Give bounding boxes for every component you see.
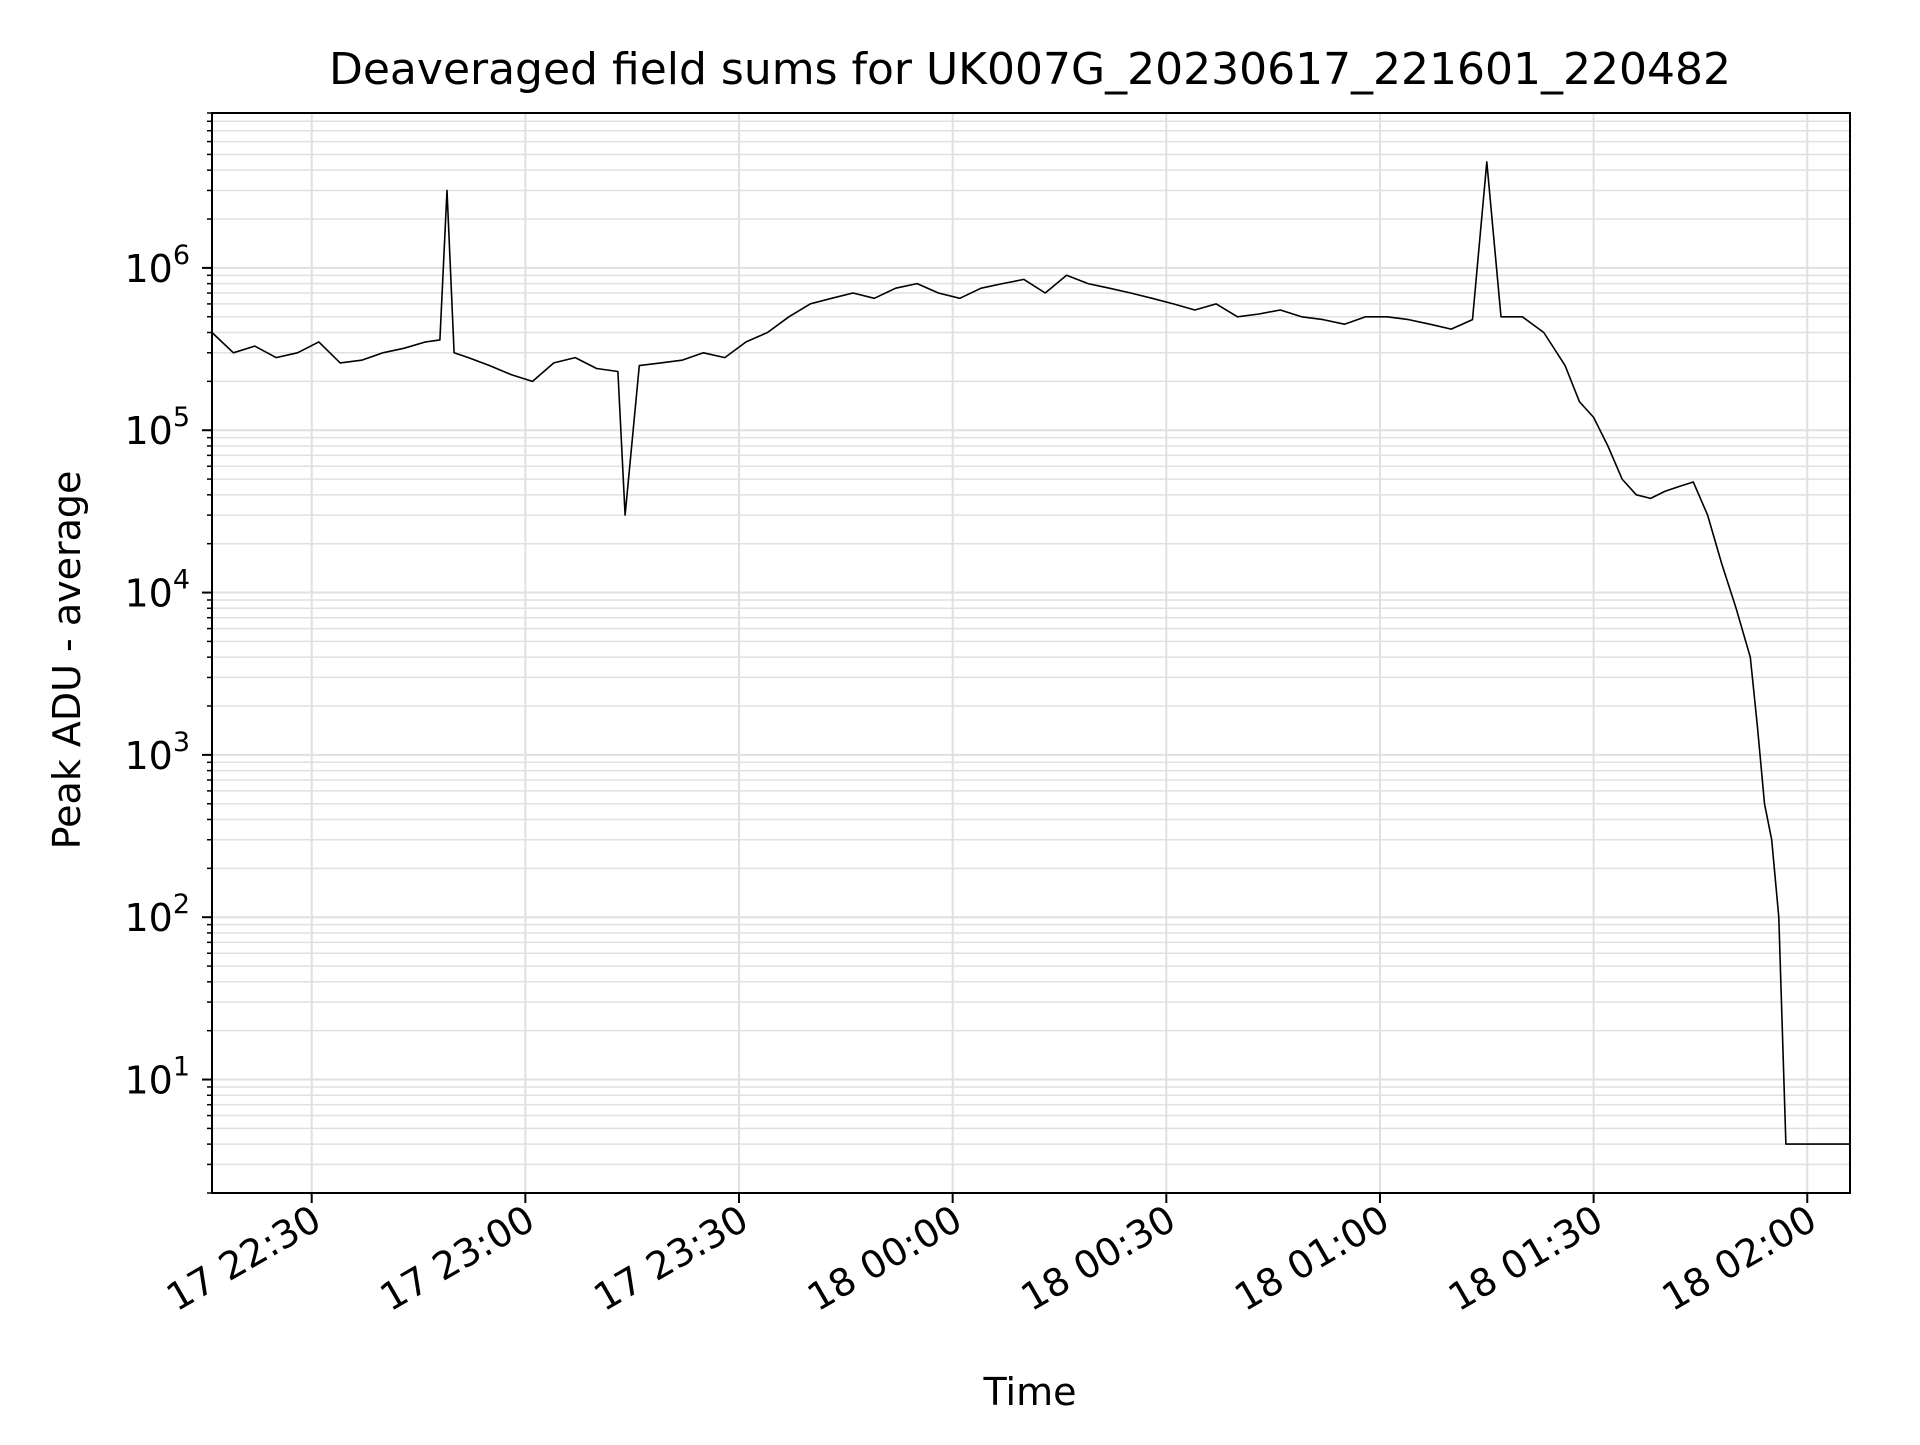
- y-tick-base: 10: [124, 247, 172, 291]
- y-tick-base: 10: [124, 1059, 172, 1103]
- grid: [212, 112, 1850, 1194]
- y-tick-exponent: 4: [173, 565, 190, 596]
- y-tick-label: 106: [124, 240, 190, 291]
- y-tick-exponent: 6: [173, 240, 190, 271]
- chart-title: Deaveraged field sums for UK007G_2023061…: [329, 44, 1731, 95]
- y-tick-base: 10: [124, 409, 172, 453]
- y-tick-label: 102: [124, 889, 190, 940]
- y-tick-exponent: 3: [173, 727, 190, 758]
- y-tick-exponent: 1: [173, 1052, 190, 1083]
- series-line: [211, 161, 1850, 1145]
- y-tick-label: 105: [124, 402, 190, 453]
- y-tick-label: 104: [124, 565, 190, 616]
- y-tick-base: 10: [124, 572, 172, 616]
- series-layer: [211, 161, 1850, 1145]
- y-tick-label: 103: [124, 727, 190, 778]
- y-tick-base: 10: [124, 896, 172, 940]
- y-axis-label: Peak ADU - average: [45, 471, 89, 850]
- y-tick-exponent: 2: [173, 889, 190, 920]
- y-tick-exponent: 5: [173, 402, 190, 433]
- plot-frame: [211, 112, 1851, 1194]
- x-axis-label: Time: [983, 1370, 1077, 1414]
- y-tick-base: 10: [124, 734, 172, 778]
- y-tick-label: 101: [124, 1052, 190, 1103]
